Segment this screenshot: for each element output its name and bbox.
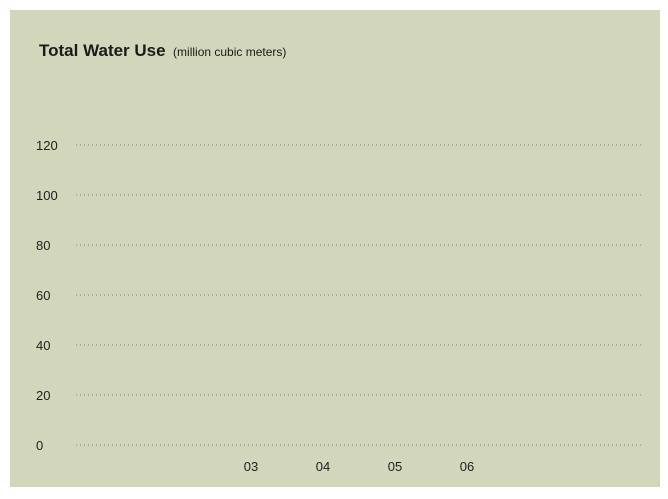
y-tick-label: 40 xyxy=(36,338,50,353)
x-tick-label: 04 xyxy=(316,459,330,474)
y-tick-label: 20 xyxy=(36,388,50,403)
x-tick-label: 05 xyxy=(388,459,402,474)
y-tick-label: 60 xyxy=(36,288,50,303)
chart-panel xyxy=(10,10,660,487)
chart-title-row: Total Water Use (million cubic meters) xyxy=(39,41,286,61)
y-tick-label: 100 xyxy=(36,188,58,203)
y-tick-label: 120 xyxy=(36,138,58,153)
x-tick-label: 06 xyxy=(460,459,474,474)
y-tick-label: 0 xyxy=(36,438,43,453)
chart-subtitle: (million cubic meters) xyxy=(173,45,287,59)
y-tick-label: 80 xyxy=(36,238,50,253)
x-tick-label: 03 xyxy=(244,459,258,474)
chart-title: Total Water Use xyxy=(39,41,166,60)
